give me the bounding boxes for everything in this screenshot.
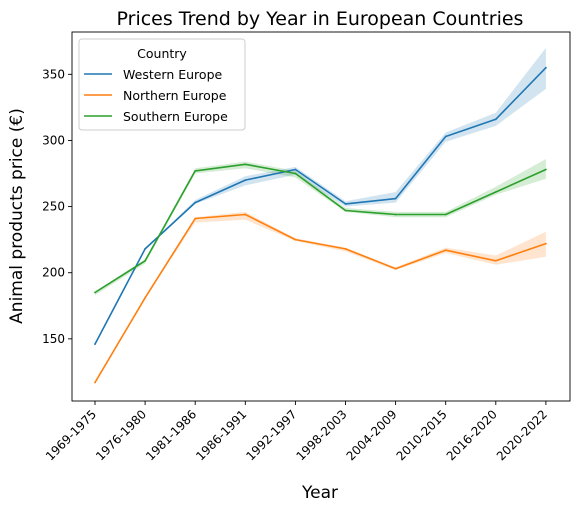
legend-label-southern-europe: Southern Europe	[123, 109, 228, 124]
x-tick-label: 2004-2009	[344, 407, 400, 463]
legend-label-northern-europe: Northern Europe	[123, 88, 227, 103]
y-axis: 150 200 250 300 350	[42, 67, 72, 346]
point-southern-europe-1998-2003	[344, 209, 347, 212]
x-tick-label: 2020-2022	[494, 407, 550, 463]
x-tick-label: 1969-1975	[43, 407, 99, 463]
x-tick-label: 1981-1986	[143, 407, 199, 463]
point-northern-europe-1981-1986	[194, 217, 197, 220]
series-lines	[94, 66, 547, 384]
x-tick-label: 1992-1997	[243, 407, 299, 463]
y-tick-label: 150	[42, 332, 65, 346]
legend-box	[78, 38, 246, 131]
point-western-europe-1976-1980	[144, 248, 147, 250]
point-western-europe-1981-1986	[194, 201, 197, 204]
point-northern-europe-1986-1991	[244, 213, 247, 216]
plot-frame	[71, 31, 571, 402]
x-axis-label: Year	[301, 483, 338, 503]
x-tick-label: 2010-2015	[394, 407, 450, 463]
point-southern-europe-2016-2020	[494, 191, 497, 193]
band-northern-europe	[95, 211, 546, 383]
point-western-europe-2010-2015	[444, 135, 447, 138]
point-southern-europe-2010-2015	[444, 213, 447, 216]
plot-area	[71, 31, 571, 402]
point-northern-europe-1969-1975	[94, 381, 96, 384]
point-southern-europe-1992-1997	[294, 172, 297, 175]
point-western-europe-1986-1991	[244, 179, 247, 182]
point-southern-europe-2020-2022	[545, 168, 547, 171]
point-western-europe-2020-2022	[545, 66, 547, 69]
legend-title: Country	[137, 46, 187, 61]
x-tick-label: 1976-1980	[93, 407, 149, 463]
point-western-europe-1969-1975	[94, 343, 96, 345]
point-northern-europe-2010-2015	[444, 249, 447, 252]
point-western-europe-2016-2020	[494, 118, 497, 121]
band-southern-europe	[95, 159, 546, 296]
x-tick-label: 1998-2003	[293, 407, 349, 463]
point-southern-europe-1976-1980	[144, 259, 147, 262]
point-southern-europe-1986-1991	[244, 163, 247, 166]
line-western-europe	[94, 67, 547, 345]
legend-label-western-europe: Western Europe	[123, 67, 223, 82]
point-western-europe-2004-2009	[394, 197, 397, 200]
legend: Country Western Europe Northern Europe Sou…	[78, 38, 246, 131]
legend-items: Western Europe Northern Europe Southern Eu…	[84, 67, 228, 124]
point-northern-europe-1998-2003	[344, 248, 347, 250]
point-southern-europe-1981-1986	[194, 170, 197, 172]
line-northern-europe	[94, 213, 547, 383]
y-tick-label: 250	[42, 200, 65, 214]
chart-title: Prices Trend by Year in European Countri…	[117, 8, 524, 30]
point-northern-europe-2020-2022	[545, 242, 547, 245]
point-northern-europe-2004-2009	[394, 267, 397, 270]
point-northern-europe-1992-1997	[294, 238, 297, 241]
point-southern-europe-1969-1975	[94, 291, 96, 294]
point-western-europe-1992-1997	[294, 168, 297, 171]
point-southern-europe-2004-2009	[394, 213, 397, 216]
point-western-europe-1998-2003	[344, 203, 347, 205]
x-tick-label: 2016-2020	[444, 407, 500, 463]
y-tick-label: 200	[42, 266, 65, 280]
y-axis-label: Animal products price (€)	[7, 108, 27, 324]
x-tick-label: 1986-1991	[193, 407, 249, 463]
y-tick-label: 300	[42, 133, 65, 147]
y-tick-label: 350	[42, 67, 65, 81]
x-axis: 1969-19751976-19801981-19861986-19911992…	[43, 401, 550, 463]
line-southern-europe	[94, 163, 547, 294]
point-northern-europe-1976-1980	[144, 296, 147, 299]
point-northern-europe-2016-2020	[494, 259, 497, 262]
